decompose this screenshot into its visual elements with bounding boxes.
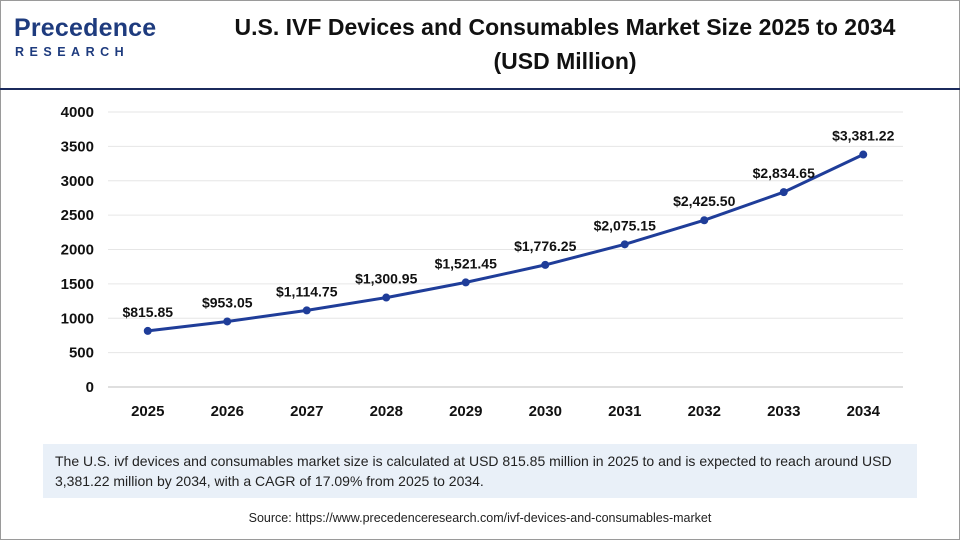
x-tick-label: 2028	[370, 403, 403, 420]
data-point	[382, 293, 391, 302]
summary-text: The U.S. ivf devices and consumables mar…	[55, 453, 892, 489]
data-point	[143, 326, 152, 335]
x-tick-label: 2029	[449, 403, 482, 420]
data-label: $2,075.15	[594, 217, 656, 233]
y-tick-label: 2500	[61, 207, 94, 224]
chart-title-line-1: U.S. IVF Devices and Consumables Market …	[234, 14, 896, 40]
brand-logo: Precedence RESEARCH	[14, 14, 164, 64]
data-label: $1,114.75	[276, 283, 338, 299]
x-tick-label: 2027	[290, 403, 323, 420]
y-axis-ticks: 0 500 1000 1500 2000 2500 3000 3500 4000	[61, 104, 94, 396]
data-point	[620, 240, 629, 249]
series-line	[147, 153, 864, 333]
header: Precedence RESEARCH U.S. IVF Devices and…	[0, 0, 960, 86]
summary-box: The U.S. ivf devices and consumables mar…	[43, 444, 917, 498]
y-tick-label: 1500	[61, 276, 94, 293]
data-point	[541, 260, 550, 269]
y-tick-label: 3500	[61, 138, 94, 155]
data-label: $1,776.25	[514, 238, 576, 254]
data-point	[461, 278, 470, 287]
data-point	[779, 188, 788, 197]
y-tick-label: 2000	[61, 242, 94, 259]
y-tick-label: 4000	[61, 104, 94, 121]
source-note: Source: https://www.precedenceresearch.c…	[248, 511, 712, 525]
data-label: $1,521.45	[435, 255, 497, 271]
x-tick-label: 2033	[767, 403, 800, 420]
header-divider	[0, 88, 960, 90]
data-label: $815.85	[122, 304, 173, 320]
x-tick-label: 2031	[608, 403, 641, 420]
x-tick-label: 2025	[131, 403, 164, 420]
data-points	[143, 150, 868, 335]
x-tick-label: 2030	[529, 403, 562, 420]
chart-title: U.S. IVF Devices and Consumables Market …	[190, 10, 940, 78]
y-tick-label: 3000	[61, 173, 94, 190]
data-labels: $815.85 $953.05 $1,114.75 $1,300.95 $1,521.4…	[122, 128, 894, 320]
y-tick-label: 0	[86, 379, 94, 396]
data-point	[700, 216, 709, 225]
x-tick-label: 2026	[211, 403, 244, 420]
y-tick-label: 1000	[61, 310, 94, 327]
x-tick-label: 2032	[688, 403, 721, 420]
y-tick-label: 500	[69, 345, 94, 362]
data-label: $953.05	[202, 294, 253, 310]
data-point	[859, 150, 868, 159]
data-point	[302, 306, 311, 315]
logo-subtitle: RESEARCH	[15, 45, 130, 59]
data-point	[223, 317, 232, 326]
chart-title-line-2: (USD Million)	[493, 48, 637, 74]
data-label: $3,381.22	[832, 128, 894, 144]
logo-wordmark: Precedence	[14, 14, 157, 42]
grid-lines	[108, 111, 903, 354]
x-axis-ticks: 2025 2026 2027 2028 2029 2030 2031 2032 2033 2034	[131, 403, 881, 420]
data-label: $2,425.50	[673, 193, 735, 209]
data-label: $1,300.95	[355, 271, 417, 287]
x-tick-label: 2034	[847, 403, 881, 420]
data-label: $2,834.65	[753, 165, 815, 181]
